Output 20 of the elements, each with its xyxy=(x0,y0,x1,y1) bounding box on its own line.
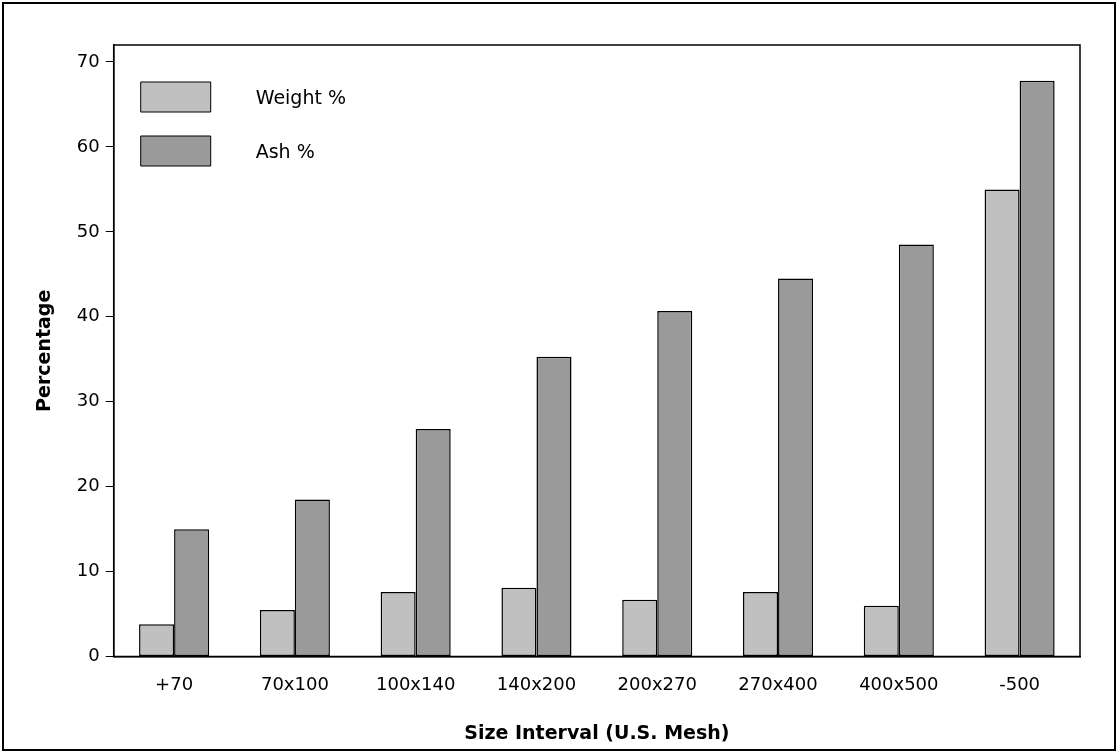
y-axis-title: Percentage xyxy=(32,289,55,412)
x-tick-label: 400x500 xyxy=(859,673,939,695)
x-tick-label: 140x200 xyxy=(496,673,577,695)
y-tick-label: 30 xyxy=(76,389,100,411)
y-tick-label: 70 xyxy=(76,49,100,71)
legend-label: Weight % xyxy=(255,85,346,108)
x-axis-title: Size Interval (U.S. Mesh) xyxy=(464,720,730,743)
y-tick-label: 0 xyxy=(88,644,100,666)
y-tick-label: 50 xyxy=(76,219,100,241)
y-tick-label: 10 xyxy=(76,559,100,581)
y-tick-label: 60 xyxy=(76,134,100,156)
y-tick-label: 20 xyxy=(76,474,100,496)
x-tick-label: 100x140 xyxy=(375,673,456,695)
x-tick-label: 270x400 xyxy=(738,673,818,695)
x-tick-label: 200x270 xyxy=(617,673,697,695)
x-tick-label: -500 xyxy=(999,673,1041,695)
legend-label: Ash % xyxy=(255,139,315,162)
x-tick-label: +70 xyxy=(155,673,194,695)
x-tick-label: 70x100 xyxy=(260,673,329,695)
y-tick-label: 40 xyxy=(76,304,100,326)
